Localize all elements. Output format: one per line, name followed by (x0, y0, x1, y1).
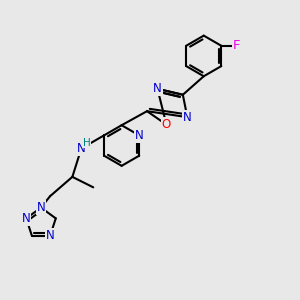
Text: N: N (153, 82, 162, 95)
Text: N: N (37, 201, 45, 214)
Text: F: F (233, 39, 241, 52)
Text: N: N (22, 212, 31, 225)
Text: H: H (83, 138, 91, 148)
Text: N: N (46, 229, 55, 242)
Text: N: N (135, 129, 144, 142)
Text: O: O (162, 118, 171, 131)
Text: N: N (77, 142, 86, 155)
Text: N: N (183, 111, 192, 124)
